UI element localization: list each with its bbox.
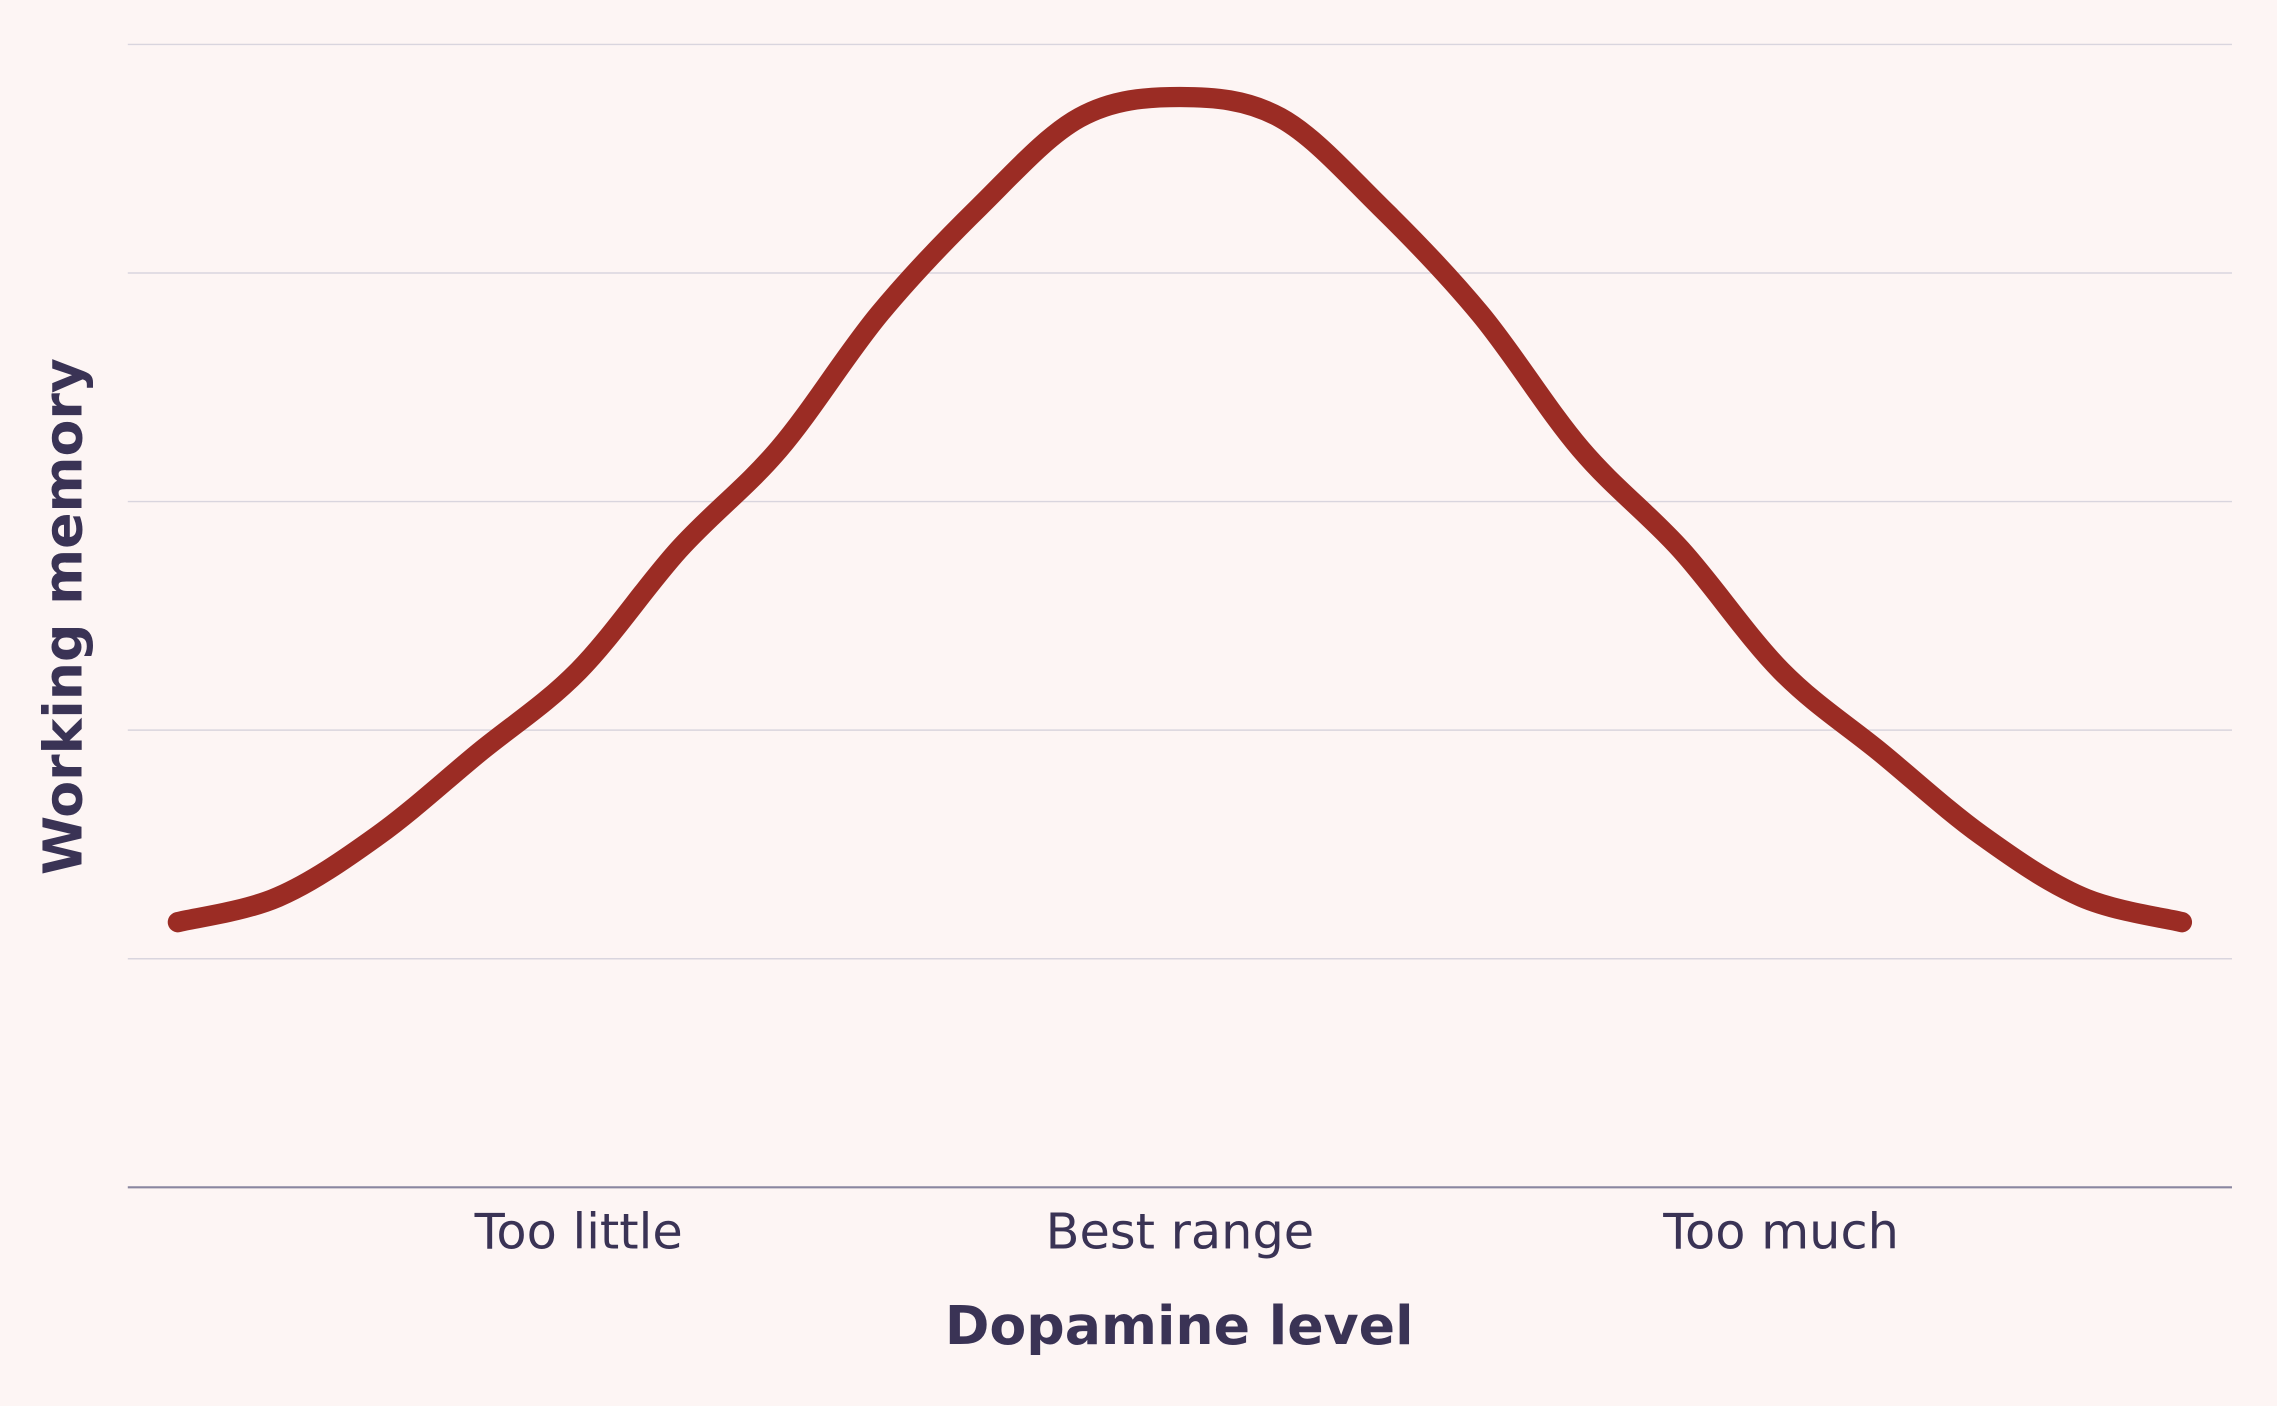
- x-tick-label: Best range: [1046, 1203, 1315, 1261]
- x-tick-label: Too little: [474, 1203, 683, 1261]
- x-axis-title: Dopamine level: [945, 1294, 1414, 1357]
- y-axis-title: Working memory: [31, 358, 94, 875]
- x-tick-label: Too much: [1662, 1203, 1899, 1261]
- curve: [167, 86, 2193, 933]
